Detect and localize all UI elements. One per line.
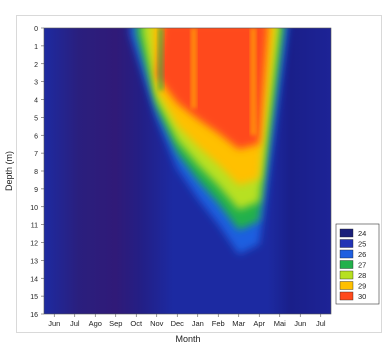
isotherm-30 (156, 28, 268, 150)
y-tick-label: 0 (34, 26, 38, 33)
x-tick-label: Mai (274, 319, 286, 328)
colorbar-swatch (339, 281, 354, 290)
y-tick-label: 5 (34, 115, 38, 122)
y-tick-label: 1 (34, 44, 38, 51)
colorbar-swatch (339, 260, 354, 269)
colorbar-swatch (339, 228, 354, 238)
colorbar-label: 26 (358, 250, 366, 259)
temperature-streak (157, 28, 164, 91)
x-tick-label: Jun (48, 319, 60, 328)
y-tick-label: 6 (34, 133, 38, 140)
x-tick-label: Oct (130, 319, 143, 328)
colorbar-swatch (339, 239, 354, 248)
colorbar-label: 25 (358, 240, 366, 249)
y-tick-label: 7 (34, 151, 38, 158)
temperature-streak (190, 28, 197, 109)
y-tick-label: 15 (30, 294, 38, 301)
x-tick-label: Apr (253, 319, 265, 328)
colorbar-label: 30 (358, 292, 366, 301)
y-tick-label: 9 (34, 187, 38, 194)
y-tick-label: 16 (30, 312, 38, 319)
temperature-streak (250, 28, 257, 136)
x-tick-label: Ago (89, 319, 102, 328)
colorbar-swatch (339, 270, 354, 280)
x-tick-label: Jul (316, 319, 326, 328)
x-tick-label: Jan (192, 319, 204, 328)
x-tick-label: Mar (232, 319, 245, 328)
plot-area (44, 28, 331, 314)
colorbar-swatch (339, 249, 354, 259)
colorbar-swatch (339, 291, 354, 301)
y-tick-label: 12 (30, 241, 38, 248)
colorbar-label: 24 (358, 229, 366, 238)
x-tick-label: Nov (150, 319, 164, 328)
plot-frame (16, 15, 382, 333)
x-tick-label: Jun (294, 319, 306, 328)
x-tick-label: Jul (70, 319, 80, 328)
colorbar-label: 27 (358, 261, 366, 270)
colorbar-label: 28 (358, 271, 366, 280)
y-tick-label: 10 (30, 205, 38, 212)
y-tick-label: 14 (30, 276, 38, 283)
y-tick-label: 8 (34, 169, 38, 176)
colorbar-label: 29 (358, 282, 366, 291)
x-tick-label: Dec (171, 319, 185, 328)
y-tick-label: 4 (34, 98, 38, 105)
x-axis-label: Month (175, 334, 200, 344)
x-tick-label: Sep (109, 319, 122, 328)
y-tick-label: 13 (30, 258, 38, 265)
y-tick-label: 11 (31, 223, 38, 230)
y-tick-label: 3 (34, 80, 38, 87)
y-axis-label: Depth (m) (4, 151, 14, 191)
x-tick-label: Feb (212, 319, 225, 328)
y-tick-label: 2 (34, 62, 38, 69)
